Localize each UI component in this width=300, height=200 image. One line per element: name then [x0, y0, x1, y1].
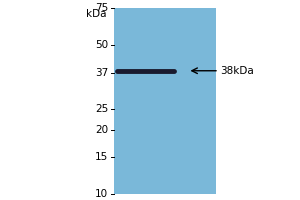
Text: 38kDa: 38kDa [220, 66, 254, 76]
Text: 50: 50 [95, 40, 108, 50]
Text: 37: 37 [95, 68, 108, 78]
Bar [114, 8, 216, 194]
Text: 20: 20 [95, 125, 108, 135]
Text: 75: 75 [95, 3, 108, 13]
Text: 15: 15 [95, 152, 108, 162]
Text: kDa: kDa [86, 9, 106, 19]
Text: 10: 10 [95, 189, 108, 199]
Text: 25: 25 [95, 104, 108, 114]
